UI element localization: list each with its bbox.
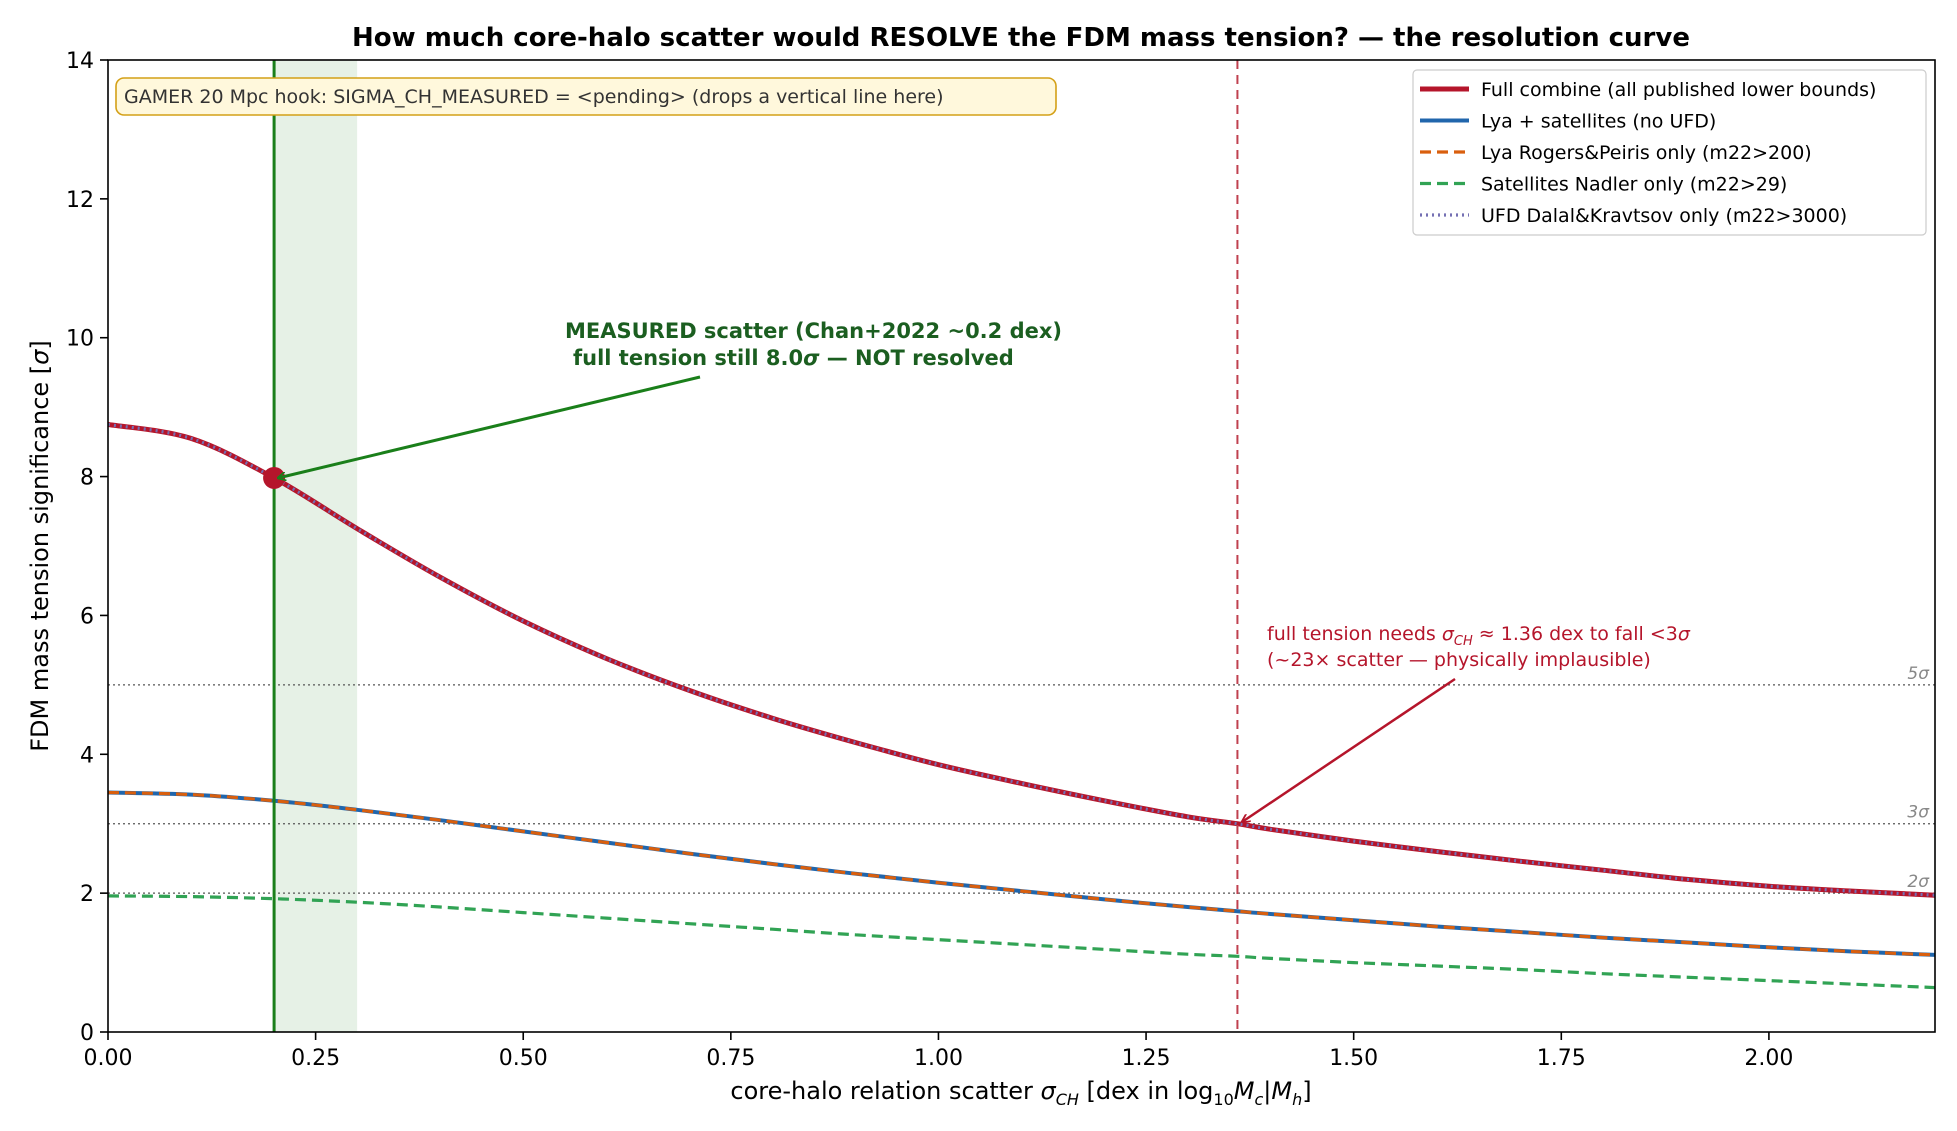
hline-label: 5σ xyxy=(1907,664,1930,684)
series-line-1 xyxy=(108,790,1935,957)
series-line-3 xyxy=(108,894,1935,990)
chart-title: How much core-halo scatter would RESOLVE… xyxy=(352,23,1690,53)
y-tick-label: 2 xyxy=(80,882,94,907)
legend: Full combine (all published lower bounds… xyxy=(1412,69,1927,236)
measured-arrow xyxy=(278,375,701,478)
resolution-arrow xyxy=(1242,677,1456,822)
x-tick-label: 1.00 xyxy=(914,1046,963,1071)
x-tick-label: 0.25 xyxy=(291,1046,340,1071)
svg-text:MEASURED scatter (Chan+2022 ~0: MEASURED scatter (Chan+2022 ~0.2 dex) xyxy=(565,319,1062,343)
x-tick-label: 1.75 xyxy=(1537,1046,1586,1071)
x-tick-label: 0.00 xyxy=(84,1046,133,1071)
x-tick-label: 2.00 xyxy=(1744,1046,1793,1071)
x-tick-label: 0.75 xyxy=(706,1046,755,1071)
series-line-0 xyxy=(108,422,1935,898)
svg-text:full tension still 8.0σ — NOT: full tension still 8.0σ — NOT resolved xyxy=(573,346,1014,370)
y-axis-ticks: 0 2 4 6 8 10 12 14 xyxy=(66,49,108,1046)
x-tick-label: 1.50 xyxy=(1329,1046,1378,1071)
x-axis-label: core-halo relation scatter σCH [dex in l… xyxy=(730,1077,1311,1109)
series-lines xyxy=(108,422,1935,990)
resolution-annotation: full tension needs σCH ≈ 1.36 dex to fal… xyxy=(1242,623,1691,822)
legend-label-1: Lya + satellites (no UFD) xyxy=(1481,111,1716,133)
y-tick-label: 12 xyxy=(66,188,94,213)
legend-label-3: Satellites Nadler only (m22>29) xyxy=(1481,174,1787,196)
y-axis-label: FDM mass tension significance [σ] xyxy=(26,340,54,752)
significance-reference-lines: 5σ 3σ 2σ xyxy=(108,664,1935,894)
y-tick-label: 6 xyxy=(80,604,94,629)
svg-text:full tension needs σCH ≈ 1.36: full tension needs σCH ≈ 1.36 dex to fal… xyxy=(1267,623,1691,649)
svg-text:GAMER 20 Mpc hook: SIGMA_CH_M: GAMER 20 Mpc hook: SIGMA_CH_MEASURED = <… xyxy=(124,86,944,108)
y-tick-label: 14 xyxy=(66,49,94,74)
legend-label-0: Full combine (all published lower bounds… xyxy=(1481,79,1876,101)
y-tick-label: 0 xyxy=(80,1021,94,1046)
x-tick-label: 0.50 xyxy=(499,1046,548,1071)
x-axis-ticks: 0.00 0.25 0.50 0.75 1.00 1.25 1.50 1.75 2.00 xyxy=(84,1032,1793,1071)
x-tick-label: 1.25 xyxy=(1122,1046,1171,1071)
y-tick-label: 4 xyxy=(80,743,94,768)
series-line-2 xyxy=(108,790,1935,957)
legend-label-2: Lya Rogers&Peiris only (m22>200) xyxy=(1481,142,1812,164)
measured-scatter-band xyxy=(274,60,358,1032)
y-tick-label: 8 xyxy=(80,466,94,491)
legend-label-4: UFD Dalal&Kravtsov only (m22>3000) xyxy=(1481,205,1847,227)
hline-label: 3σ xyxy=(1907,803,1930,823)
series-line-4 xyxy=(108,422,1935,897)
svg-text:(~23× scatter — physically imp: (~23× scatter — physically implausible) xyxy=(1267,649,1651,671)
y-tick-label: 10 xyxy=(66,327,94,352)
gamer-hook-note: GAMER 20 Mpc hook: SIGMA_CH_MEASURED = <… xyxy=(115,77,1057,116)
measured-annotation: MEASURED scatter (Chan+2022 ~0.2 dex) fu… xyxy=(278,319,1062,478)
plot-frame xyxy=(107,59,1936,1033)
hline-label: 2σ xyxy=(1907,872,1930,892)
